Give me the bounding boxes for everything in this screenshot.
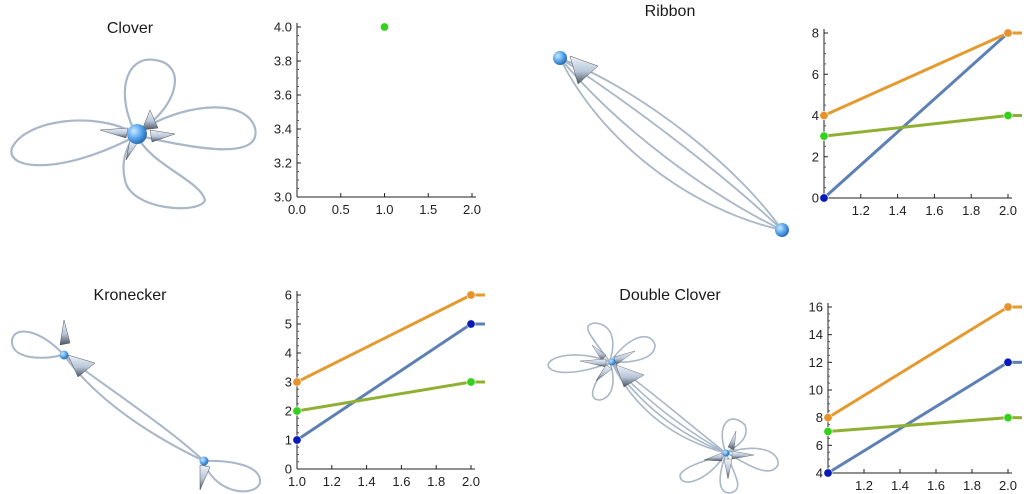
x-tick-label: 2.0 (463, 202, 481, 217)
data-point-green (380, 22, 390, 32)
quiver-node (127, 124, 147, 144)
arrow-head (199, 464, 211, 491)
quiver-clover (10, 58, 257, 210)
data-point-orange (819, 111, 829, 121)
y-tick-label: 3.4 (274, 122, 292, 137)
data-point-green (823, 427, 833, 437)
y-tick-label: 10 (809, 383, 823, 398)
y-tick-label: 5 (285, 317, 292, 332)
data-point-orange (1003, 302, 1013, 312)
quiver-node (59, 350, 69, 360)
quiver-node (722, 449, 730, 457)
y-tick-label: 12 (809, 355, 823, 370)
y-tick-label: 8 (812, 26, 819, 41)
y-tick-label: 14 (809, 327, 823, 342)
data-point-green (1003, 111, 1013, 121)
data-point-blue (823, 468, 833, 478)
x-tick-label: 1.4 (891, 478, 909, 493)
plot-clover: 3.0 3.2 3.4 3.6 3.8 4.0 0.0 0.5 1.0 1.5 2.0 (274, 20, 481, 218)
data-point-orange (1003, 28, 1013, 38)
y-tick-label: 0 (285, 462, 292, 477)
x-tick-label: 1.6 (392, 474, 410, 489)
data-point-orange (823, 413, 833, 423)
y-tick-label: 4.0 (274, 20, 292, 35)
x-tick-label: 1.0 (375, 202, 393, 217)
data-point-blue (819, 193, 829, 203)
series-line-green (822, 114, 1010, 138)
data-point-blue (1003, 357, 1013, 367)
quiver-title-clover: Clover (106, 20, 154, 37)
arrow-heads (99, 109, 176, 161)
y-tick-label: 3 (285, 375, 292, 390)
x-tick-label: 1.2 (323, 474, 341, 489)
series-line-blue (826, 360, 1010, 475)
y-tick-label: 2 (812, 149, 819, 164)
x-tick-label: 2.0 (999, 478, 1017, 493)
x-tick-label: 1.8 (962, 203, 980, 218)
x-tick-label: 1.8 (427, 474, 445, 489)
quiver-title-ribbon: Ribbon (644, 3, 696, 20)
quiver-title-double-clover: Double Clover (619, 287, 721, 304)
x-tick-label: 2.0 (462, 474, 480, 489)
x-tick-label: 1.6 (927, 478, 945, 493)
data-point-green (292, 406, 302, 416)
x-tick-label: 1.0 (288, 474, 306, 489)
y-tick-label: 3.0 (274, 190, 292, 205)
data-point-green (819, 131, 829, 141)
plot-double-clover: 4 6 8 10 12 14 16 1.2 1.4 1.6 1.8 2.0 (809, 300, 1022, 493)
y-tick-label: 8 (816, 410, 823, 425)
y-tick-label: 6 (285, 288, 292, 303)
quiver-node (608, 358, 616, 366)
data-point-green (1003, 413, 1013, 423)
x-tick-label: 1.6 (925, 203, 943, 218)
quiver-node (199, 456, 209, 466)
y-tick-label: 6 (812, 67, 819, 82)
y-tick-label: 3.6 (274, 88, 292, 103)
data-point-blue (292, 435, 302, 445)
y-tick-label: 4 (816, 466, 823, 481)
y-tick-label: 16 (809, 300, 823, 315)
x-tick-label: 1.8 (963, 478, 981, 493)
y-tick-label: 2 (285, 404, 292, 419)
x-tick-label: 1.2 (852, 203, 870, 218)
series-line-orange (826, 305, 1010, 420)
x-tick-label: 1.4 (889, 203, 907, 218)
series-line-green (826, 416, 1010, 433)
y-tick-label: 6 (816, 438, 823, 453)
y-tick-label: 3.8 (274, 54, 292, 69)
data-point-green (466, 377, 476, 387)
data-point-orange (466, 290, 476, 300)
x-tick-label: 0.0 (288, 202, 306, 217)
x-tick-label: 2.0 (999, 203, 1017, 218)
quiver-node (553, 51, 567, 65)
y-tick-label: 4 (285, 346, 292, 361)
quiver-ribbon (553, 51, 789, 237)
y-tick-label: 1 (285, 433, 292, 448)
data-point-orange (292, 377, 302, 387)
series-line-orange (822, 31, 1010, 117)
series-line-green (295, 380, 473, 413)
y-tick-label: 0 (812, 191, 819, 206)
series-line-orange (295, 293, 473, 384)
quiver-title-kronecker: Kronecker (93, 287, 167, 304)
data-point-blue (466, 319, 476, 329)
plot-kronecker: 0 1 2 3 4 5 6 1.0 1.2 1.4 1.6 1.8 2.0 (285, 288, 485, 489)
quiver-kronecker (10, 319, 262, 493)
x-tick-label: 1.2 (855, 478, 873, 493)
plot-ribbon: 0 2 4 6 8 1.2 1.4 1.6 1.8 2.0 (812, 26, 1022, 218)
series-line-blue (295, 322, 473, 442)
x-tick-label: 0.5 (332, 202, 350, 217)
arrow-head (59, 319, 71, 346)
y-tick-label: 3.2 (274, 156, 292, 171)
x-tick-label: 1.5 (419, 202, 437, 217)
series-line-blue (822, 31, 1010, 200)
quiver-node (775, 223, 789, 237)
arrow-head (569, 55, 599, 85)
arrow-heads (579, 344, 755, 480)
y-tick-label: 4 (812, 108, 819, 123)
arrow-head (67, 354, 96, 378)
quiver-double-clover (547, 322, 779, 494)
x-tick-label: 1.4 (358, 474, 376, 489)
